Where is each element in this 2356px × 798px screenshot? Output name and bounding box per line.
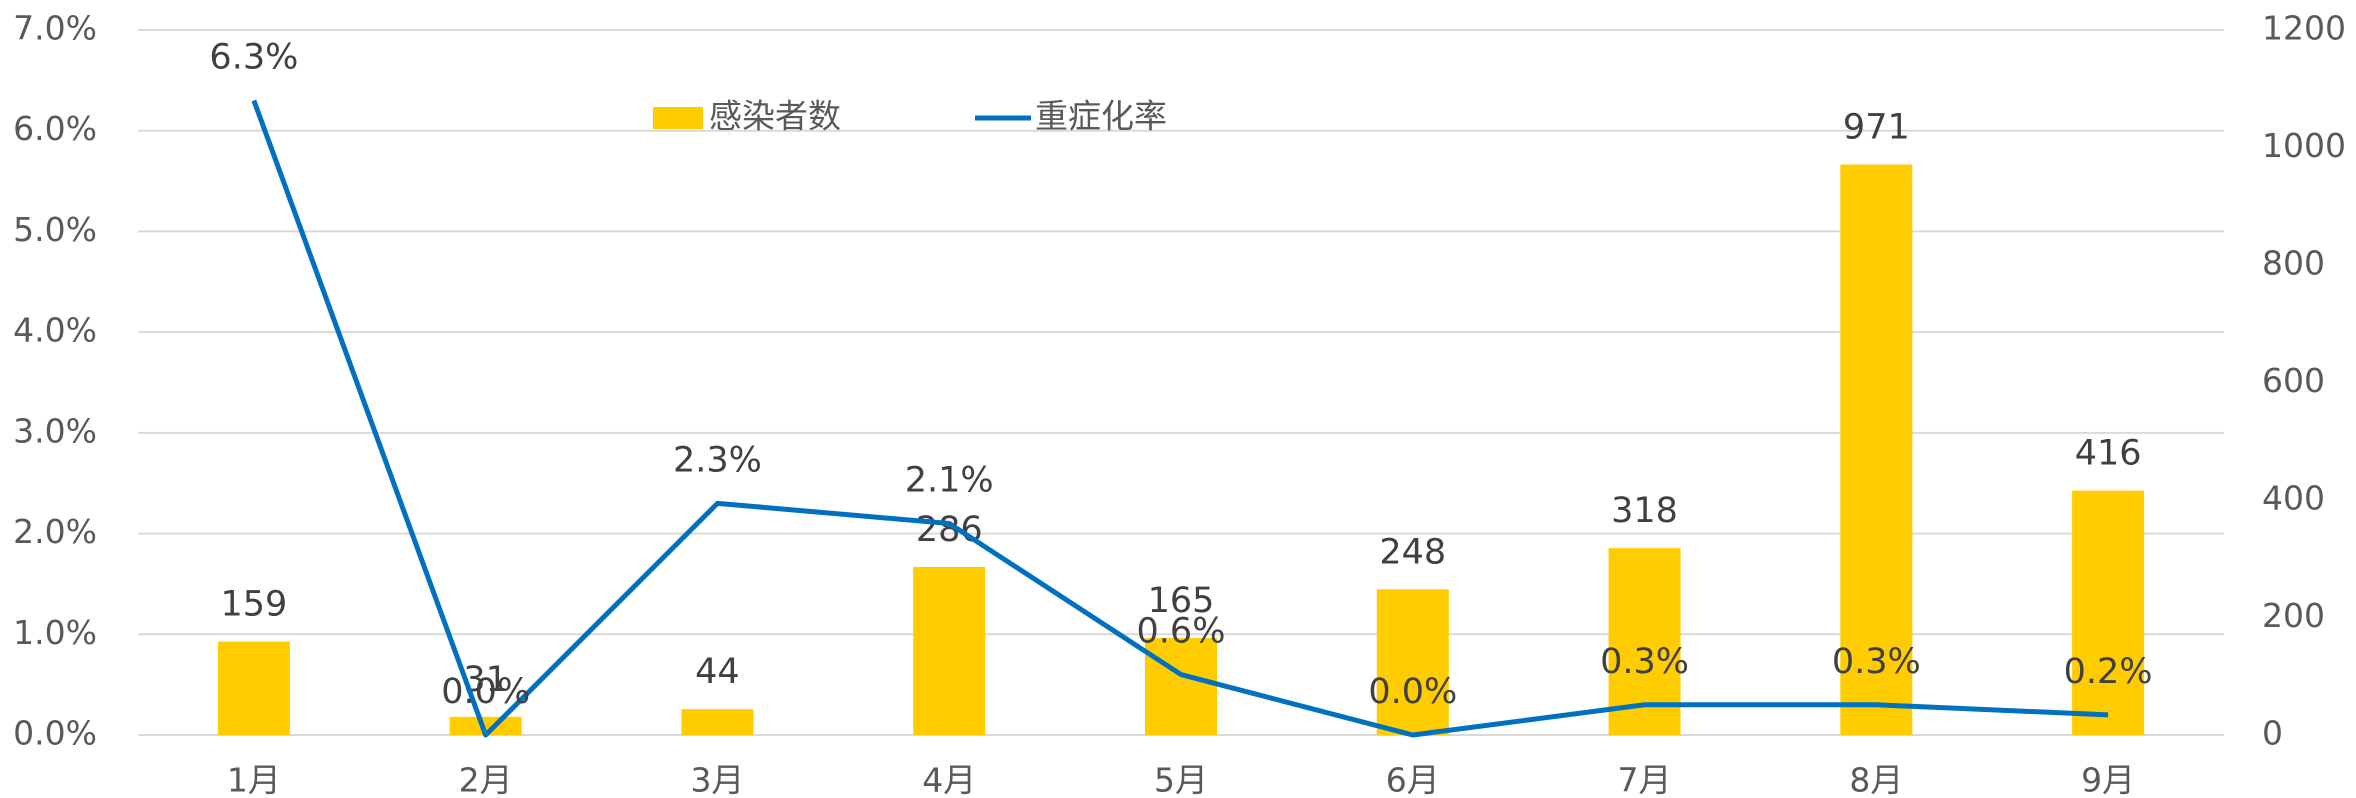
- x-tick-label: 9月: [2081, 761, 2135, 798]
- data-label: 2.3%: [673, 440, 762, 480]
- data-label: 0.0%: [1368, 672, 1457, 712]
- legend-label: 感染者数: [709, 97, 841, 136]
- x-tick-label: 5月: [1154, 761, 1208, 798]
- bar: [1145, 638, 1217, 735]
- y-tick-label: 1.0%: [13, 613, 97, 652]
- data-label: 0.3%: [1600, 642, 1689, 682]
- y2-tick-label: 1000: [2262, 126, 2346, 165]
- y2-tick-label: 1200: [2262, 9, 2346, 48]
- bar: [1840, 164, 1913, 736]
- y-tick-label: 4.0%: [13, 311, 97, 350]
- legend-label: 重症化率: [1035, 97, 1167, 136]
- bar: [217, 641, 290, 735]
- bar: [449, 716, 522, 735]
- y-tick-label: 3.0%: [13, 411, 97, 450]
- y-tick-label: 7.0%: [13, 9, 97, 48]
- y-tick-label: 5.0%: [13, 210, 97, 249]
- data-label: 286: [916, 510, 983, 550]
- data-label: 0.3%: [1832, 642, 1921, 682]
- bar: [2072, 490, 2145, 735]
- data-label: 0.0%: [441, 672, 530, 712]
- data-label: 248: [1379, 532, 1446, 572]
- y2-tick-label: 600: [2262, 361, 2325, 400]
- y2-tick-label: 0: [2262, 714, 2283, 753]
- data-label: 971: [1843, 108, 1910, 148]
- bar: [681, 709, 754, 735]
- x-tick-label: 8月: [1849, 761, 1903, 798]
- data-label: 2.1%: [905, 461, 994, 501]
- y-tick-label: 6.0%: [13, 109, 97, 148]
- y2-tick-label: 800: [2262, 244, 2325, 283]
- y-tick-label: 2.0%: [13, 512, 97, 551]
- data-label: 159: [220, 585, 287, 625]
- x-tick-label: 3月: [690, 761, 744, 798]
- data-label: 0.6%: [1137, 612, 1226, 652]
- x-tick-label: 6月: [1386, 761, 1440, 798]
- x-tick-label: 4月: [922, 761, 976, 798]
- data-label: 44: [695, 652, 740, 692]
- x-tick-label: 7月: [1618, 761, 1672, 798]
- data-label: 165: [1148, 581, 1215, 621]
- bar: [1376, 589, 1449, 735]
- x-tick-label: 1月: [227, 761, 281, 798]
- y2-tick-label: 400: [2262, 479, 2325, 518]
- y2-tick-label: 200: [2262, 596, 2325, 635]
- line: [251, 99, 2109, 738]
- data-label: 318: [1611, 491, 1678, 531]
- data-label: 6.3%: [209, 38, 298, 78]
- y-tick-label: 0.0%: [13, 714, 97, 753]
- legend-swatch: [653, 107, 703, 129]
- data-label: 416: [2075, 434, 2142, 474]
- data-label: 0.2%: [2064, 652, 2153, 692]
- x-tick-label: 2月: [459, 761, 513, 798]
- bar: [913, 566, 986, 735]
